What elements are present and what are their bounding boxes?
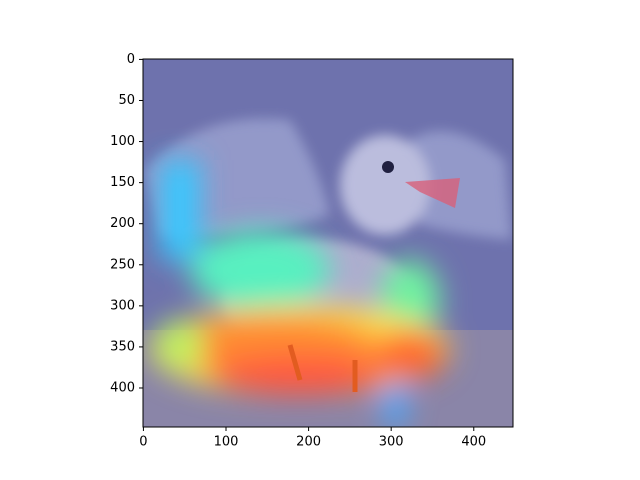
y-tick-label: 300 (110, 298, 135, 313)
axes-frame (142, 58, 514, 428)
image (143, 59, 513, 427)
x-tick-label: 400 (461, 435, 486, 450)
y-tick-label: 50 (118, 93, 135, 108)
y-tick-label: 100 (110, 134, 135, 149)
y-tick-label: 400 (110, 380, 135, 395)
x-tick-label: 200 (296, 435, 321, 450)
x-tick-label: 300 (379, 435, 404, 450)
y-tick-label: 350 (110, 339, 135, 354)
y-tick-label: 200 (110, 216, 135, 231)
y-tick-label: 150 (110, 175, 135, 190)
y-tick-label: 0 (127, 52, 135, 67)
x-tick-label: 100 (214, 435, 239, 450)
y-tick-label: 250 (110, 257, 135, 272)
x-tick-label: 0 (139, 435, 147, 450)
